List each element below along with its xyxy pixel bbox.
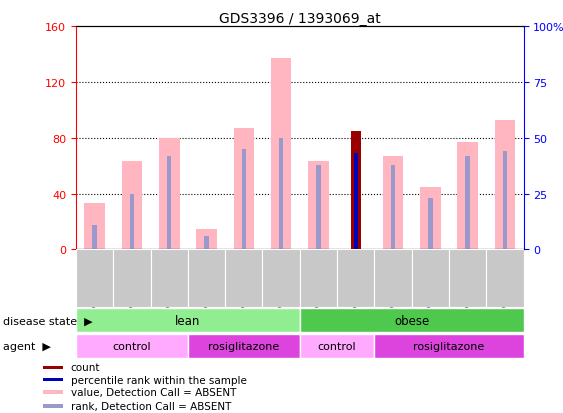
- Bar: [225, 250, 262, 308]
- Text: control: control: [318, 341, 356, 351]
- Bar: [242, 150, 246, 250]
- Bar: [43, 404, 63, 408]
- Bar: [262, 250, 300, 308]
- Bar: [234, 128, 254, 250]
- Text: control: control: [113, 341, 151, 351]
- Bar: [308, 162, 329, 250]
- Bar: [43, 391, 63, 394]
- Bar: [300, 334, 374, 358]
- Bar: [76, 250, 113, 308]
- Bar: [188, 334, 300, 358]
- Bar: [495, 120, 515, 250]
- Text: rank, Detection Call = ABSENT: rank, Detection Call = ABSENT: [71, 401, 231, 411]
- Bar: [204, 237, 209, 250]
- Text: agent  ▶: agent ▶: [3, 341, 51, 351]
- Bar: [76, 334, 188, 358]
- Bar: [167, 156, 172, 250]
- Bar: [92, 225, 97, 250]
- Bar: [466, 156, 470, 250]
- Bar: [354, 154, 358, 250]
- Bar: [159, 138, 180, 250]
- Bar: [420, 187, 441, 250]
- Text: obese: obese: [394, 314, 430, 327]
- Text: value, Detection Call = ABSENT: value, Detection Call = ABSENT: [71, 387, 236, 397]
- Bar: [374, 250, 412, 308]
- Bar: [196, 229, 217, 250]
- Bar: [428, 199, 432, 250]
- Text: lean: lean: [175, 314, 200, 327]
- Text: percentile rank within the sample: percentile rank within the sample: [71, 375, 247, 385]
- Bar: [383, 157, 403, 250]
- Bar: [122, 162, 142, 250]
- Bar: [129, 194, 134, 250]
- Bar: [151, 250, 188, 308]
- Bar: [300, 309, 524, 332]
- Bar: [374, 334, 524, 358]
- Bar: [316, 165, 321, 250]
- Bar: [43, 366, 63, 369]
- Bar: [188, 250, 225, 308]
- Title: GDS3396 / 1393069_at: GDS3396 / 1393069_at: [219, 12, 381, 26]
- Bar: [300, 250, 337, 308]
- Text: count: count: [71, 362, 100, 372]
- Text: rosiglitazone: rosiglitazone: [208, 341, 279, 351]
- Bar: [43, 378, 63, 381]
- Bar: [449, 250, 486, 308]
- Bar: [271, 59, 292, 250]
- Text: rosiglitazone: rosiglitazone: [413, 341, 485, 351]
- Bar: [391, 165, 395, 250]
- Bar: [76, 309, 300, 332]
- Text: disease state  ▶: disease state ▶: [3, 316, 92, 325]
- Bar: [351, 131, 361, 250]
- Bar: [279, 138, 283, 250]
- Bar: [337, 250, 374, 308]
- Bar: [412, 250, 449, 308]
- Bar: [457, 142, 478, 250]
- Bar: [503, 152, 507, 250]
- Bar: [84, 204, 105, 250]
- Bar: [113, 250, 151, 308]
- Bar: [486, 250, 524, 308]
